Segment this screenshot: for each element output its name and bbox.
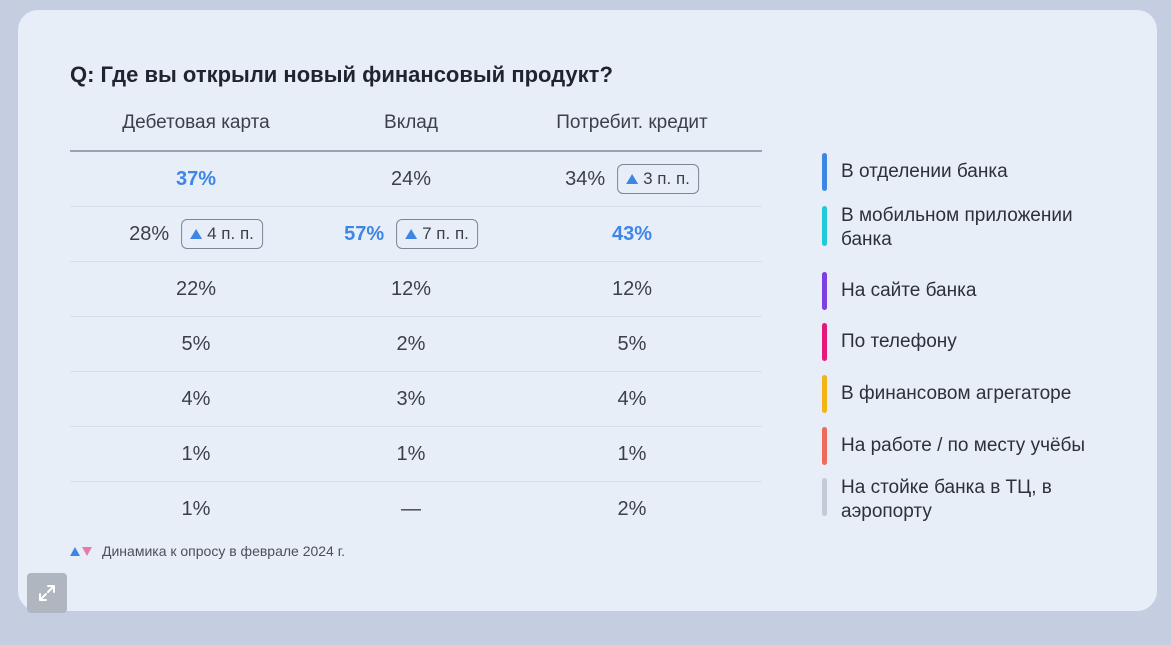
table-cell: 37% bbox=[176, 152, 216, 206]
table-row: 4% 3% 4% bbox=[70, 372, 762, 427]
cell-value: 12% bbox=[611, 277, 653, 300]
chart-title: Q: Где вы открыли новый финансовый проду… bbox=[70, 62, 613, 87]
table-cell: 43% bbox=[612, 207, 652, 261]
change-badge: 4 п. п. bbox=[181, 219, 263, 249]
table-row: 1% — 2% bbox=[70, 482, 762, 536]
legend-color-bar bbox=[822, 478, 827, 516]
legend-label: По телефону bbox=[841, 331, 957, 352]
expand-button[interactable] bbox=[27, 573, 67, 613]
table-row: 37% 24% 34% 3 п. п. bbox=[70, 152, 762, 207]
legend-color-bar bbox=[822, 272, 827, 310]
table-cell: 34% 3 п. п. bbox=[565, 152, 699, 206]
legend-label: На сайте банка bbox=[841, 280, 977, 301]
triangle-up-icon bbox=[405, 229, 418, 239]
cell-value: 22% bbox=[175, 277, 217, 300]
triangle-down-icon bbox=[82, 546, 92, 556]
column-header-consumer-credit: Потребит. кредит bbox=[556, 112, 708, 133]
cell-value: 12% bbox=[390, 277, 432, 300]
cell-value: 5% bbox=[181, 332, 211, 355]
legend-item: В отделении банка bbox=[822, 153, 1121, 191]
table-cell: 1% bbox=[618, 427, 647, 481]
cell-value: 24% bbox=[390, 167, 432, 190]
legend-item: По телефону bbox=[822, 323, 1121, 361]
table-row: 1% 1% 1% bbox=[70, 427, 762, 482]
cell-value: 57% bbox=[344, 222, 385, 245]
cell-value: 34% bbox=[565, 167, 606, 190]
legend-item: На сайте банка bbox=[822, 272, 1121, 310]
cell-value: 4% bbox=[617, 387, 647, 410]
table-cell: 4% bbox=[618, 372, 647, 426]
table-cell: 1% bbox=[182, 482, 211, 536]
table-cell: 3% bbox=[397, 372, 426, 426]
change-badge: 3 п. п. bbox=[617, 164, 699, 194]
cell-value: 2% bbox=[617, 497, 647, 520]
column-header-deposit: Вклад bbox=[384, 112, 438, 133]
table-row: 22% 12% 12% bbox=[70, 262, 762, 317]
table-cell: 4% bbox=[182, 372, 211, 426]
badge-text: 3 п. п. bbox=[643, 169, 690, 188]
cell-value: 37% bbox=[175, 167, 217, 190]
footnote-text: Динамика к опросу в феврале 2024 г. bbox=[102, 543, 346, 559]
legend-label: На стойке банка в ТЦ, в аэропорту bbox=[841, 477, 1052, 522]
footnote: Динамика к опросу в феврале 2024 г. bbox=[70, 543, 345, 559]
table-cell: 28% 4 п. п. bbox=[129, 207, 263, 261]
table-cell: 1% bbox=[182, 427, 211, 481]
table-cell: 1% bbox=[397, 427, 426, 481]
survey-card: Q: Где вы открыли новый финансовый проду… bbox=[18, 10, 1157, 613]
table-header-divider bbox=[70, 150, 762, 152]
cell-value: 28% bbox=[129, 222, 170, 245]
change-badge: 7 п. п. bbox=[396, 219, 478, 249]
triangle-up-icon bbox=[70, 546, 80, 556]
table-cell: 5% bbox=[182, 317, 211, 371]
badge-text: 4 п. п. bbox=[207, 224, 254, 243]
column-header-debit-card: Дебетовая карта bbox=[122, 112, 270, 133]
legend-label: В мобильном приложении банка bbox=[841, 205, 1073, 250]
cell-value: — bbox=[401, 497, 421, 520]
expand-icon bbox=[39, 585, 55, 601]
badge-text: 7 п. п. bbox=[422, 224, 469, 243]
table-cell: — bbox=[401, 482, 421, 536]
table-cell: 12% bbox=[612, 262, 652, 316]
cell-value: 5% bbox=[617, 332, 647, 355]
cell-value: 2% bbox=[396, 332, 426, 355]
table-cell: 2% bbox=[397, 317, 426, 371]
legend-color-bar bbox=[822, 206, 827, 246]
cell-value: 1% bbox=[396, 442, 426, 465]
triangle-up-icon bbox=[190, 229, 203, 239]
table-cell: 22% bbox=[176, 262, 216, 316]
data-table: 37% 24% 34% 3 п. п. 28% 4 п. п. 57% 7 п. п. 43% 2… bbox=[70, 150, 762, 536]
legend-item: На работе / по месту учёбы bbox=[822, 427, 1121, 465]
legend-label: На работе / по месту учёбы bbox=[841, 435, 1086, 456]
legend-color-bar bbox=[822, 427, 827, 465]
legend-color-bar bbox=[822, 375, 827, 413]
cell-value: 1% bbox=[181, 497, 211, 520]
legend-color-bar bbox=[822, 323, 827, 361]
cell-value: 43% bbox=[611, 222, 653, 245]
legend-item: В мобильном приложении банка bbox=[822, 205, 1121, 252]
legend-label: В финансовом агрегаторе bbox=[841, 383, 1072, 404]
triangle-up-icon bbox=[626, 174, 639, 184]
table-cell: 5% bbox=[618, 317, 647, 371]
table-row: 5% 2% 5% bbox=[70, 317, 762, 372]
legend-item: На стойке банка в ТЦ, в аэропорту bbox=[822, 477, 1121, 524]
cell-value: 1% bbox=[181, 442, 211, 465]
table-cell: 12% bbox=[391, 262, 431, 316]
table-cell: 57% 7 п. п. bbox=[344, 207, 478, 261]
legend-color-bar bbox=[822, 153, 827, 191]
cell-value: 4% bbox=[181, 387, 211, 410]
cell-value: 1% bbox=[617, 442, 647, 465]
table-row: 28% 4 п. п. 57% 7 п. п. 43% bbox=[70, 207, 762, 262]
cell-value: 3% bbox=[396, 387, 426, 410]
table-cell: 2% bbox=[618, 482, 647, 536]
table-cell: 24% bbox=[391, 152, 431, 206]
legend-label: В отделении банка bbox=[841, 161, 1008, 182]
legend-item: В финансовом агрегаторе bbox=[822, 375, 1121, 413]
